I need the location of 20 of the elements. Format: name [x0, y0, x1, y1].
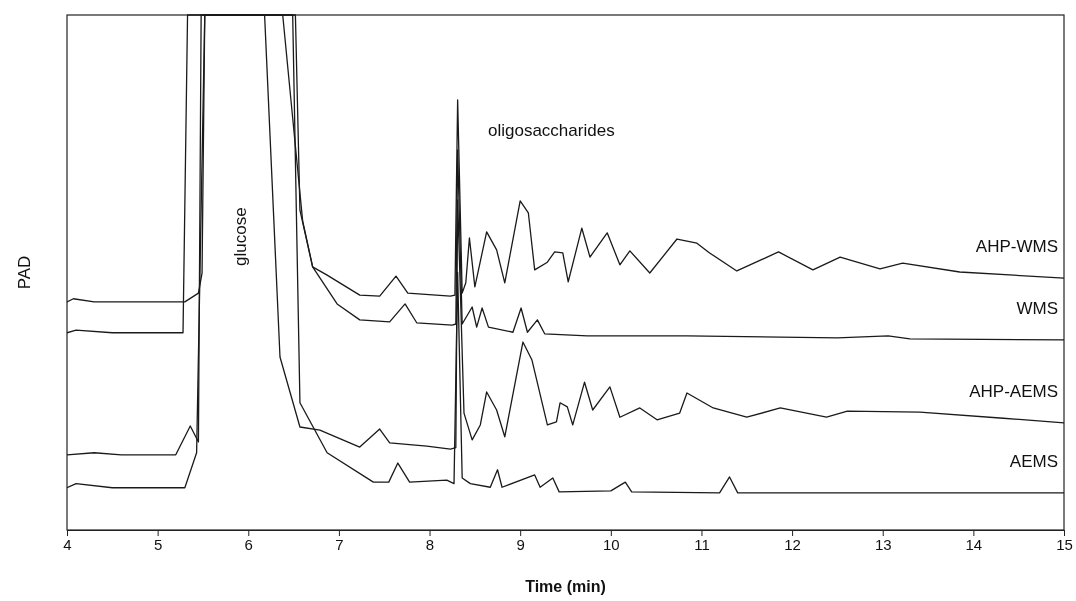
series-label: AEMS [1009, 451, 1058, 471]
x-tick-label: 11 [694, 535, 710, 553]
annotation: oligosaccharides [488, 121, 615, 140]
annotation: glucose [231, 207, 250, 266]
x-tick-label: 15 [1056, 535, 1073, 553]
x-tick-label: 5 [153, 535, 163, 553]
x-tick-label: 4 [63, 535, 72, 553]
x-tick-label: 8 [425, 535, 435, 553]
series-label: AHP-AEMS [969, 381, 1058, 401]
x-tick-label: 7 [335, 535, 344, 553]
x-tick-label: 9 [516, 535, 525, 553]
series-label: WMS [1016, 298, 1058, 318]
x-tick-label: 13 [874, 535, 892, 553]
x-tick-label: 10 [602, 535, 620, 553]
x-tick-label: 6 [244, 535, 253, 553]
series-label: AHP-WMS [975, 237, 1058, 257]
x-axis-title: Time (min) [525, 578, 606, 595]
x-tick-label: 12 [784, 535, 801, 553]
x-tick-label: 14 [965, 535, 983, 553]
y-axis-title: PAD [15, 255, 34, 290]
